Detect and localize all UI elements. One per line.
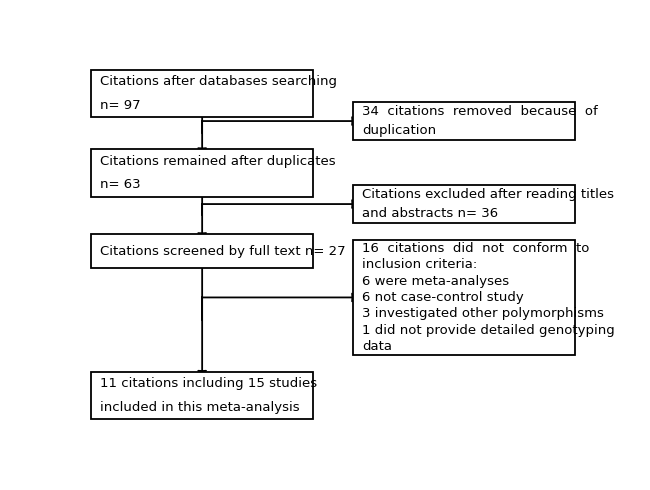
FancyBboxPatch shape (354, 102, 575, 140)
Text: 34  citations  removed  because  of: 34 citations removed because of (362, 105, 598, 118)
FancyBboxPatch shape (91, 372, 313, 419)
Text: 16  citations  did  not  conform  to: 16 citations did not conform to (362, 242, 590, 255)
FancyBboxPatch shape (91, 234, 313, 268)
Text: Citations remained after duplicates: Citations remained after duplicates (100, 155, 336, 168)
FancyBboxPatch shape (354, 185, 575, 223)
Text: 6 not case-control study: 6 not case-control study (362, 291, 524, 304)
Text: duplication: duplication (362, 124, 436, 137)
Text: n= 63: n= 63 (100, 178, 141, 191)
Text: Citations excluded after reading titles: Citations excluded after reading titles (362, 188, 614, 201)
Text: 6 were meta-analyses: 6 were meta-analyses (362, 274, 510, 288)
Text: inclusion criteria:: inclusion criteria: (362, 258, 478, 271)
Text: Citations after databases searching: Citations after databases searching (100, 75, 337, 88)
FancyBboxPatch shape (91, 149, 313, 196)
Text: data: data (362, 340, 393, 353)
Text: 3 investigated other polymorphisms: 3 investigated other polymorphisms (362, 307, 604, 320)
Text: Citations screened by full text n= 27: Citations screened by full text n= 27 (100, 245, 346, 258)
Text: included in this meta-analysis: included in this meta-analysis (100, 401, 300, 414)
Text: 1 did not provide detailed genotyping: 1 did not provide detailed genotyping (362, 324, 615, 337)
Text: n= 97: n= 97 (100, 99, 141, 112)
Text: 11 citations including 15 studies: 11 citations including 15 studies (100, 377, 317, 390)
FancyBboxPatch shape (91, 70, 313, 117)
FancyBboxPatch shape (354, 240, 575, 355)
Text: and abstracts n= 36: and abstracts n= 36 (362, 207, 499, 220)
